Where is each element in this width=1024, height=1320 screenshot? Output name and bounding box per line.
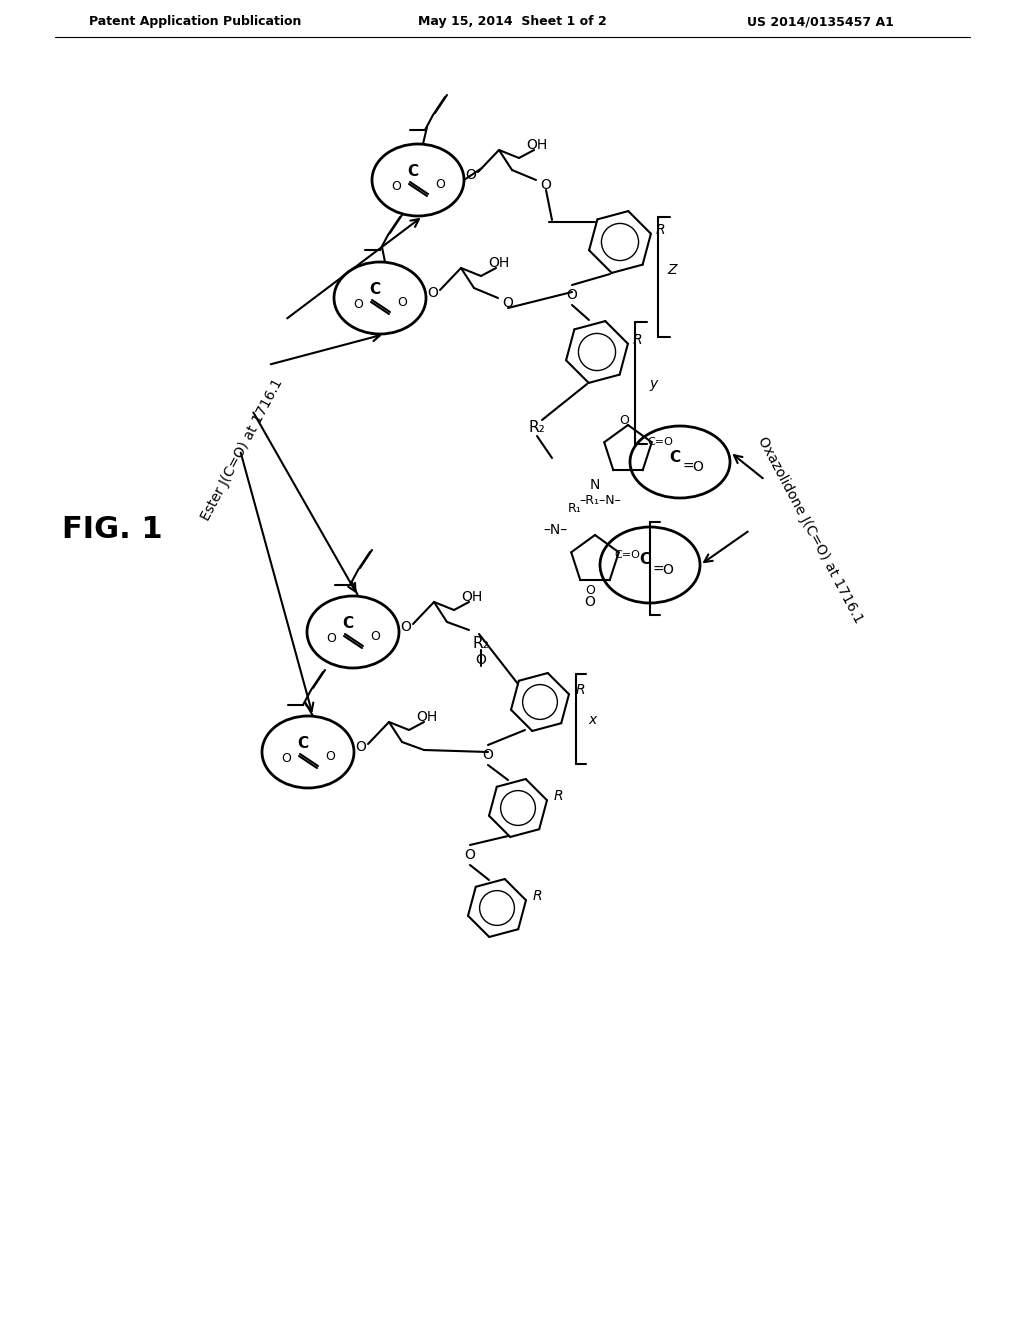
Text: O: O xyxy=(353,297,362,310)
Text: –R₁–N–: –R₁–N– xyxy=(579,494,621,507)
Text: May 15, 2014  Sheet 1 of 2: May 15, 2014 Sheet 1 of 2 xyxy=(418,16,606,29)
Text: –N–: –N– xyxy=(543,523,567,537)
Text: US 2014/0135457 A1: US 2014/0135457 A1 xyxy=(746,16,893,29)
Text: O: O xyxy=(428,286,438,300)
Text: O: O xyxy=(503,296,513,310)
Text: R₁: R₁ xyxy=(568,502,582,515)
Text: O: O xyxy=(465,847,475,862)
Text: O: O xyxy=(397,296,407,309)
Text: O: O xyxy=(475,653,486,667)
Text: O: O xyxy=(400,620,412,634)
Text: O: O xyxy=(435,177,445,190)
Text: R: R xyxy=(553,789,563,803)
Text: OH: OH xyxy=(488,256,509,271)
Text: C=O: C=O xyxy=(647,437,673,447)
Text: OH: OH xyxy=(416,710,437,723)
Text: R: R xyxy=(532,888,542,903)
Text: O: O xyxy=(566,288,578,302)
Text: FIG. 1: FIG. 1 xyxy=(61,516,163,544)
Text: R₂: R₂ xyxy=(473,636,489,652)
Text: O: O xyxy=(370,630,380,643)
Text: O: O xyxy=(585,583,595,597)
Text: Z: Z xyxy=(668,263,677,277)
Text: OH: OH xyxy=(526,139,547,152)
Text: R₂: R₂ xyxy=(528,421,546,436)
Text: x: x xyxy=(588,713,596,727)
Text: O: O xyxy=(466,168,476,182)
Text: Ester J(C=O) at 1716.1: Ester J(C=O) at 1716.1 xyxy=(199,376,286,523)
Text: O: O xyxy=(585,595,595,609)
Text: R: R xyxy=(632,333,642,347)
Text: O: O xyxy=(355,741,367,754)
Text: O: O xyxy=(326,631,336,644)
Text: C: C xyxy=(342,616,353,631)
Text: O: O xyxy=(281,751,291,764)
Text: C: C xyxy=(670,450,681,465)
Text: OH: OH xyxy=(461,590,482,605)
Text: R: R xyxy=(575,682,585,697)
Text: O: O xyxy=(620,413,629,426)
Text: O: O xyxy=(663,564,674,577)
Text: O: O xyxy=(482,748,494,762)
Text: =: = xyxy=(682,459,694,474)
Text: =: = xyxy=(652,564,664,577)
Text: C: C xyxy=(370,282,381,297)
Text: O: O xyxy=(325,750,335,763)
Text: O: O xyxy=(391,180,401,193)
Text: R: R xyxy=(655,223,665,238)
Text: C: C xyxy=(408,165,419,180)
Text: Oxazolidone J(C=O) at 1716.1: Oxazolidone J(C=O) at 1716.1 xyxy=(755,434,865,626)
Text: C: C xyxy=(639,553,650,568)
Text: Patent Application Publication: Patent Application Publication xyxy=(89,16,301,29)
Text: C: C xyxy=(297,737,308,751)
Text: C=O: C=O xyxy=(614,550,640,560)
Text: N: N xyxy=(590,478,600,492)
Text: O: O xyxy=(692,459,703,474)
Text: y: y xyxy=(649,378,657,391)
Text: O: O xyxy=(541,178,552,191)
